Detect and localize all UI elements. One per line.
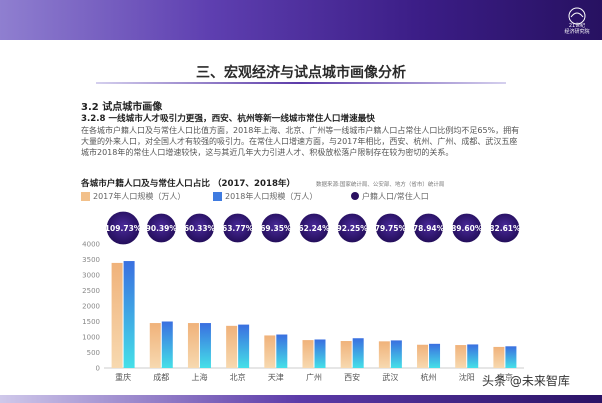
body-paragraph: 在各城市户籍人口及与常住人口比值方面，2018年上海、北京、广州等一线城市户籍人… <box>81 126 520 157</box>
ratio-label: 92.25% <box>337 224 369 233</box>
y-tick-label: 4000 <box>82 241 100 249</box>
ratio-circle <box>412 212 445 244</box>
y-tick-label: 0 <box>96 365 100 373</box>
ratio-circle <box>183 212 216 244</box>
bar-2017 <box>226 325 238 368</box>
legend-item-ratio: 户籍人口/常住人口 <box>351 190 429 202</box>
x-axis-labels: 重庆 成都 上海 北京 天津 广州 西安 武汉 杭州 沈阳 南京 <box>115 372 513 382</box>
chart-title: 各城市户籍人口及与常住人口占比 （2017、2018年） <box>81 179 296 189</box>
legend-label-ratio: 户籍人口/常住人口 <box>362 191 429 201</box>
ratio-label: 109.73% <box>105 224 142 233</box>
ratio-circle <box>374 212 406 244</box>
ratio-circles-group: 109.73% 90.39% 60.33% 63.77% 69.35% 62.24% 92.… <box>105 210 521 246</box>
legend-swatch-2017 <box>81 191 90 201</box>
y-tick-label: 3500 <box>82 256 100 264</box>
bar-2018 <box>276 334 288 368</box>
ratio-circle <box>489 212 521 244</box>
bar-2018 <box>123 261 135 368</box>
bar-2017 <box>378 341 390 368</box>
bar-2018 <box>238 324 250 368</box>
bar-2018 <box>314 339 326 368</box>
chart-source: 数据来源:国家统计局、公安部、地方（省市）统计局 <box>316 182 445 188</box>
ratio-label: 90.39% <box>146 224 178 233</box>
bar-2017 <box>417 344 429 368</box>
ratio-label: 62.24% <box>298 224 330 233</box>
x-tick-label: 杭州 <box>421 372 437 382</box>
x-tick-label: 武汉 <box>382 372 398 382</box>
legend-label-2018: 2018年人口规模（万人） <box>225 191 318 201</box>
ratio-circle <box>260 212 292 244</box>
bar-2017 <box>149 323 161 368</box>
header-bar: 21世纪 经济研究院 <box>0 0 602 40</box>
subsection-title: 3.2 试点城市画像 <box>81 102 163 113</box>
y-tick-label: 1500 <box>82 318 100 326</box>
watermark: 头条 @未来智库 <box>482 374 570 388</box>
ratio-label: 82.61% <box>489 224 521 233</box>
x-tick-label: 西安 <box>344 372 360 382</box>
logo-emblem-icon <box>568 7 586 25</box>
x-tick-label: 沈阳 <box>459 372 475 382</box>
bar-2017 <box>493 346 505 368</box>
bar-2018 <box>199 323 211 368</box>
ratio-label: 79.75% <box>375 224 407 233</box>
ratio-circle <box>336 212 368 244</box>
ratio-circle <box>451 212 483 244</box>
x-tick-label: 成都 <box>153 372 169 382</box>
y-tick-label: 2000 <box>82 303 100 311</box>
bar-2018 <box>161 321 173 368</box>
ratio-label: 78.94% <box>413 224 445 233</box>
ratio-circle <box>298 212 330 244</box>
title-divider <box>96 82 506 84</box>
x-tick-label: 北京 <box>230 372 246 382</box>
ratio-circle <box>222 212 254 244</box>
ratio-label: 89.60% <box>451 224 483 233</box>
ratio-label: 60.33% <box>184 224 216 233</box>
ratio-label: 63.77% <box>222 224 254 233</box>
institute-logo: 21世纪 经济研究院 <box>557 5 597 37</box>
legend-dot-ratio <box>351 192 359 200</box>
bar-2017 <box>264 335 276 368</box>
legend-item-2017: 2017年人口规模（万人） <box>81 190 185 202</box>
bar-2017 <box>455 345 467 368</box>
bar-2018 <box>505 346 517 368</box>
ratio-circle <box>145 212 177 244</box>
y-tick-label: 500 <box>87 349 100 357</box>
legend-label-2017: 2017年人口规模（万人） <box>93 191 186 201</box>
legend-swatch-2018 <box>213 191 222 201</box>
section-title: 三、宏观经济与试点城市画像分析 <box>196 65 406 81</box>
y-tick-label: 3000 <box>82 272 100 280</box>
bar-2018 <box>352 338 364 368</box>
ratio-label: 69.35% <box>260 224 292 233</box>
x-tick-label: 天津 <box>268 372 284 382</box>
y-tick-label: 2500 <box>82 287 100 295</box>
bars-group <box>111 261 517 368</box>
footer-bar <box>0 395 602 403</box>
bar-2017 <box>340 341 352 368</box>
bar-2018 <box>390 340 402 368</box>
bar-2017 <box>302 340 314 368</box>
logo-line2: 经济研究院 <box>564 29 590 35</box>
y-tick-label: 1000 <box>82 334 100 342</box>
x-tick-label: 南京 <box>497 372 513 382</box>
heading: 3.2.8 一线城市人才吸引力更强，西安、杭州等新一线城市常住人口增速最快 <box>81 114 375 124</box>
logo-line1: 21世纪 <box>568 23 586 29</box>
legend-item-2018: 2018年人口规模（万人） <box>213 190 317 202</box>
bar-2017 <box>187 323 199 368</box>
bar-2018 <box>429 343 441 368</box>
bar-2018 <box>467 344 479 368</box>
y-axis: 0 500 1000 1500 2000 2500 3000 3500 4000 <box>82 241 524 373</box>
bar-2017 <box>111 262 123 368</box>
ratio-circle <box>105 210 141 246</box>
logo-text: 21世纪 经济研究院 <box>557 23 597 35</box>
x-tick-label: 上海 <box>191 372 207 382</box>
x-tick-label: 重庆 <box>115 372 131 382</box>
x-tick-label: 广州 <box>306 372 322 382</box>
